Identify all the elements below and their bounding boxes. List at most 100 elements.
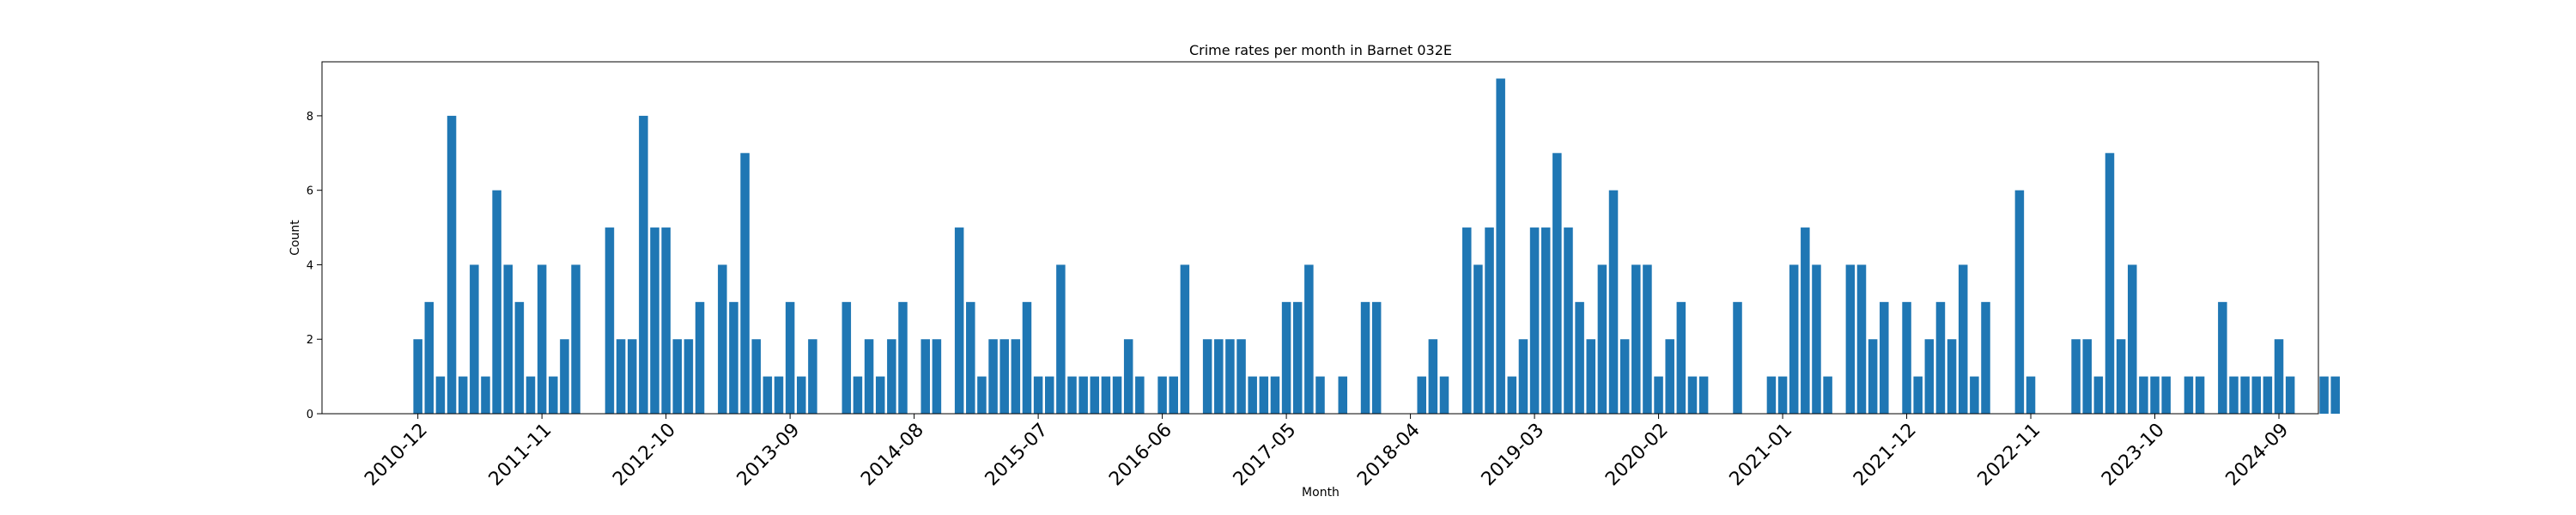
bar-88: [1575, 301, 1584, 414]
bar-113: [1924, 339, 1935, 414]
bar-80: [1485, 227, 1494, 414]
bar-24: [718, 264, 727, 414]
bar-136: [2263, 376, 2273, 414]
bar-94: [1643, 264, 1652, 414]
bar-16: [616, 339, 626, 414]
bar-61: [1202, 339, 1212, 414]
bar-139: [2319, 376, 2329, 414]
y-tick-label: 4: [307, 259, 313, 272]
bar-20: [661, 227, 671, 414]
x-tick-label: 2011-11: [485, 420, 556, 491]
x-axis-label: Month: [1302, 486, 1340, 500]
bar-27: [751, 339, 761, 414]
bar-10: [526, 376, 536, 414]
bar-33: [841, 301, 852, 414]
bar-3: [447, 115, 457, 414]
bar-62: [1214, 339, 1224, 414]
bar-9: [514, 301, 525, 414]
bar-52: [1078, 376, 1088, 414]
bar-37: [887, 339, 896, 414]
bar-91: [1608, 190, 1619, 414]
bar-128: [2150, 376, 2160, 414]
bar-7: [492, 190, 501, 414]
bar-71: [1315, 376, 1325, 414]
bar-93: [1631, 264, 1641, 414]
bar-81: [1496, 78, 1505, 415]
chart-title: Crime rates per month in Barnet 032E: [1189, 42, 1452, 58]
bar-29: [774, 376, 784, 414]
bar-66: [1259, 376, 1269, 414]
bar-132: [2218, 301, 2227, 414]
y-tick-label: 2: [307, 334, 313, 347]
bar-26: [740, 153, 750, 415]
bar-11: [537, 264, 547, 414]
bar-48: [1033, 376, 1043, 414]
bar-69: [1292, 301, 1303, 414]
bar-82: [1507, 376, 1517, 414]
bar-74: [1371, 301, 1382, 414]
bar-95: [1654, 376, 1663, 414]
bar-131: [2195, 376, 2205, 414]
bar-0: [413, 339, 422, 414]
bar-106: [1823, 376, 1832, 414]
y-axis-label: Count: [289, 220, 302, 256]
bar-41: [954, 227, 964, 414]
bar-110: [1880, 301, 1889, 414]
bar-104: [1801, 227, 1810, 414]
y-tick-label: 0: [307, 409, 313, 421]
bar-12: [549, 376, 558, 414]
y-tick-label: 6: [307, 185, 313, 198]
bar-100: [1733, 301, 1742, 414]
bar-1: [424, 301, 434, 414]
bar-140: [2330, 376, 2340, 414]
bar-49: [1044, 376, 1054, 414]
bar-5: [470, 264, 479, 414]
x-tick-label: 2023-10: [2098, 420, 2169, 491]
bar-89: [1586, 339, 1596, 414]
x-tick-label: 2021-12: [1850, 420, 1921, 491]
bar-85: [1540, 227, 1551, 414]
bar-92: [1619, 339, 1630, 414]
bar-36: [875, 376, 885, 414]
bar-31: [797, 376, 806, 414]
x-tick-label: 2012-10: [609, 420, 680, 491]
bars-group: [413, 78, 2340, 415]
bar-127: [2139, 376, 2148, 414]
bar-8: [503, 264, 513, 414]
bar-51: [1067, 376, 1077, 414]
bar-15: [605, 227, 615, 414]
bar-47: [1022, 301, 1032, 414]
bar-38: [898, 301, 908, 414]
bar-39: [920, 339, 931, 414]
bar-35: [864, 339, 874, 414]
bar-73: [1360, 301, 1370, 414]
x-tick-label: 2022-11: [1974, 420, 2045, 491]
bar-115: [1947, 339, 1957, 414]
bar-44: [988, 339, 998, 414]
bar-68: [1281, 301, 1291, 414]
bar-56: [1123, 339, 1133, 414]
bar-122: [2082, 339, 2092, 414]
bar-129: [2161, 376, 2171, 414]
bar-25: [729, 301, 738, 414]
bar-126: [2128, 264, 2137, 414]
bar-86: [1552, 153, 1562, 415]
bar-76: [1428, 339, 1438, 414]
y-axis: 0 2 4 6 8: [307, 111, 322, 421]
x-tick-label: 2018-04: [1353, 420, 1425, 491]
bar-97: [1676, 301, 1686, 414]
bar-84: [1529, 227, 1540, 414]
bar-63: [1225, 339, 1235, 414]
bar-50: [1056, 264, 1066, 414]
x-tick-label: 2019-03: [1478, 420, 1549, 491]
bar-135: [2251, 376, 2262, 414]
plot-frame: [321, 61, 2319, 415]
bar-40: [932, 339, 942, 414]
bar-70: [1304, 264, 1314, 414]
bar-125: [2116, 339, 2126, 414]
bar-54: [1101, 376, 1111, 414]
x-tick-label: 2020-02: [1601, 420, 1673, 491]
bar-34: [853, 376, 863, 414]
bar-19: [650, 227, 659, 414]
